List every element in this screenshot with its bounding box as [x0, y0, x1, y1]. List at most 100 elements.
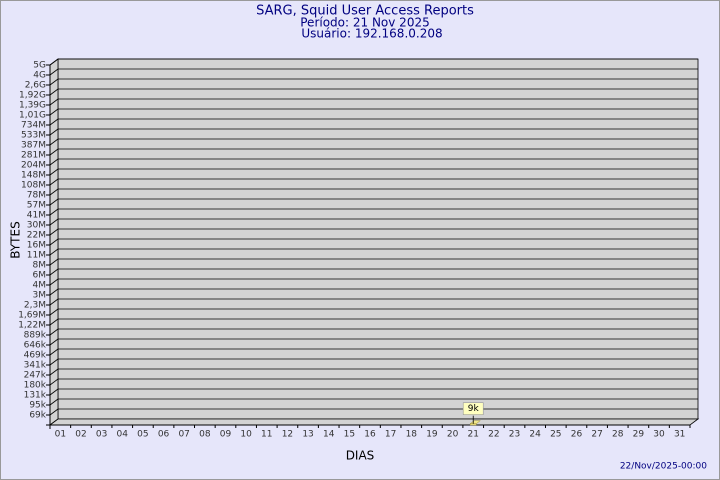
grid-line: [49, 408, 59, 416]
grid-line: [49, 218, 59, 226]
x-tick-label: 22: [488, 430, 499, 440]
y-tick-label: 180k: [24, 381, 47, 391]
y-tick-label: 889k: [24, 331, 47, 341]
grid-line: [49, 98, 59, 106]
x-axis-label: DIAS: [346, 449, 375, 463]
x-tick-label: 28: [612, 430, 624, 440]
grid-line: [49, 108, 59, 116]
x-tick-label: 18: [406, 430, 418, 440]
y-tick-label: 3M: [33, 291, 47, 301]
x-tick-label: 15: [344, 430, 355, 440]
x-tick-label: 23: [509, 430, 520, 440]
grid-line: [49, 118, 59, 126]
y-tick-label: 1,22M: [18, 321, 46, 331]
grid-line: [49, 238, 59, 246]
grid-line: [49, 78, 59, 86]
value-label: 9k: [468, 404, 480, 414]
y-tick-label: 108M: [21, 181, 46, 191]
x-tick-label: 09: [220, 430, 232, 440]
x-tick-label: 06: [158, 430, 170, 440]
grid-line: [49, 58, 59, 66]
y-tick-label: 69k: [29, 411, 46, 421]
grid-line: [49, 138, 59, 146]
chart-title: SARG, Squid User Access Reports: [256, 4, 474, 19]
y-tick-label: 204M: [21, 161, 46, 171]
y-tick-label: 8M: [33, 261, 47, 271]
y-tick-label: 41M: [27, 211, 46, 221]
x-tick-label: 19: [426, 430, 438, 440]
y-tick-label: 131k: [24, 391, 47, 401]
y-tick-label: 1,92G: [19, 91, 46, 101]
grid-line: [49, 208, 59, 216]
grid-line: [49, 358, 59, 366]
grid-line: [49, 398, 59, 406]
grid-line: [49, 198, 59, 206]
grid-line: [49, 258, 59, 266]
grid-line: [49, 348, 59, 356]
x-tick-label: 31: [674, 430, 685, 440]
x-tick-label: 13: [302, 430, 313, 440]
grid-line: [49, 88, 59, 96]
grid-line: [49, 158, 59, 166]
x-tick-label: 11: [261, 430, 272, 440]
x-tick-label: 25: [550, 430, 561, 440]
y-tick-label: 16M: [27, 241, 46, 251]
x-tick-label: 17: [385, 430, 396, 440]
y-tick-label: 4G: [33, 71, 46, 81]
y-tick-label: 1,01G: [19, 111, 46, 121]
grid-line: [49, 228, 59, 236]
y-tick-label: 247k: [24, 371, 47, 381]
grid-line: [49, 188, 59, 196]
x-tick-label: 21: [467, 430, 478, 440]
y-tick-label: 281M: [21, 151, 46, 161]
x-tick-label: 08: [199, 430, 211, 440]
y-tick-label: 148M: [21, 171, 46, 181]
y-tick-label: 387M: [21, 141, 46, 151]
y-tick-label: 469k: [24, 351, 47, 361]
x-tick-label: 03: [96, 430, 107, 440]
y-tick-label: 22M: [27, 231, 46, 241]
chart-subtitle: Usuário: 192.168.0.208: [301, 27, 442, 41]
y-tick-label: 2,3M: [24, 301, 46, 311]
x-tick-label: 20: [447, 430, 459, 440]
x-tick-label: 01: [55, 430, 66, 440]
grid-line: [49, 388, 59, 396]
grid-line: [49, 308, 59, 316]
grid-line: [49, 298, 59, 306]
grid-line: [49, 268, 59, 276]
x-tick-label: 30: [653, 430, 665, 440]
y-tick-label: 1,69M: [18, 311, 46, 321]
x-tick-label: 12: [282, 430, 293, 440]
y-tick-label: 5G: [33, 61, 46, 71]
x-tick-label: 29: [633, 430, 645, 440]
x-tick-label: 10: [240, 430, 252, 440]
y-tick-label: 95k: [29, 401, 46, 411]
grid-line: [49, 68, 59, 76]
grid-line: [49, 168, 59, 176]
y-tick-label: 1,39G: [19, 101, 46, 111]
x-tick-label: 14: [323, 430, 335, 440]
grid-line: [49, 278, 59, 286]
x-tick-label: 24: [529, 430, 541, 440]
y-tick-label: 78M: [27, 191, 46, 201]
y-axis-label: BYTES: [9, 221, 23, 258]
grid-line: [49, 128, 59, 136]
grid-line: [49, 178, 59, 186]
grid-line: [49, 378, 59, 386]
x-tick-label: 04: [117, 430, 129, 440]
x-tick-label: 16: [364, 430, 376, 440]
y-tick-label: 533M: [21, 131, 46, 141]
floor: [48, 418, 700, 426]
y-tick-label: 57M: [27, 201, 46, 211]
y-tick-label: 30M: [27, 221, 46, 231]
y-tick-label: 2,6G: [25, 81, 46, 91]
y-tick-label: 646k: [24, 341, 47, 351]
y-tick-label: 11M: [27, 251, 46, 261]
x-tick-label: 07: [178, 430, 189, 440]
x-tick-label: 27: [591, 430, 602, 440]
grid-line: [49, 368, 59, 376]
x-tick-label: 26: [571, 430, 583, 440]
grid-line: [49, 318, 59, 326]
grid-line: [49, 328, 59, 336]
